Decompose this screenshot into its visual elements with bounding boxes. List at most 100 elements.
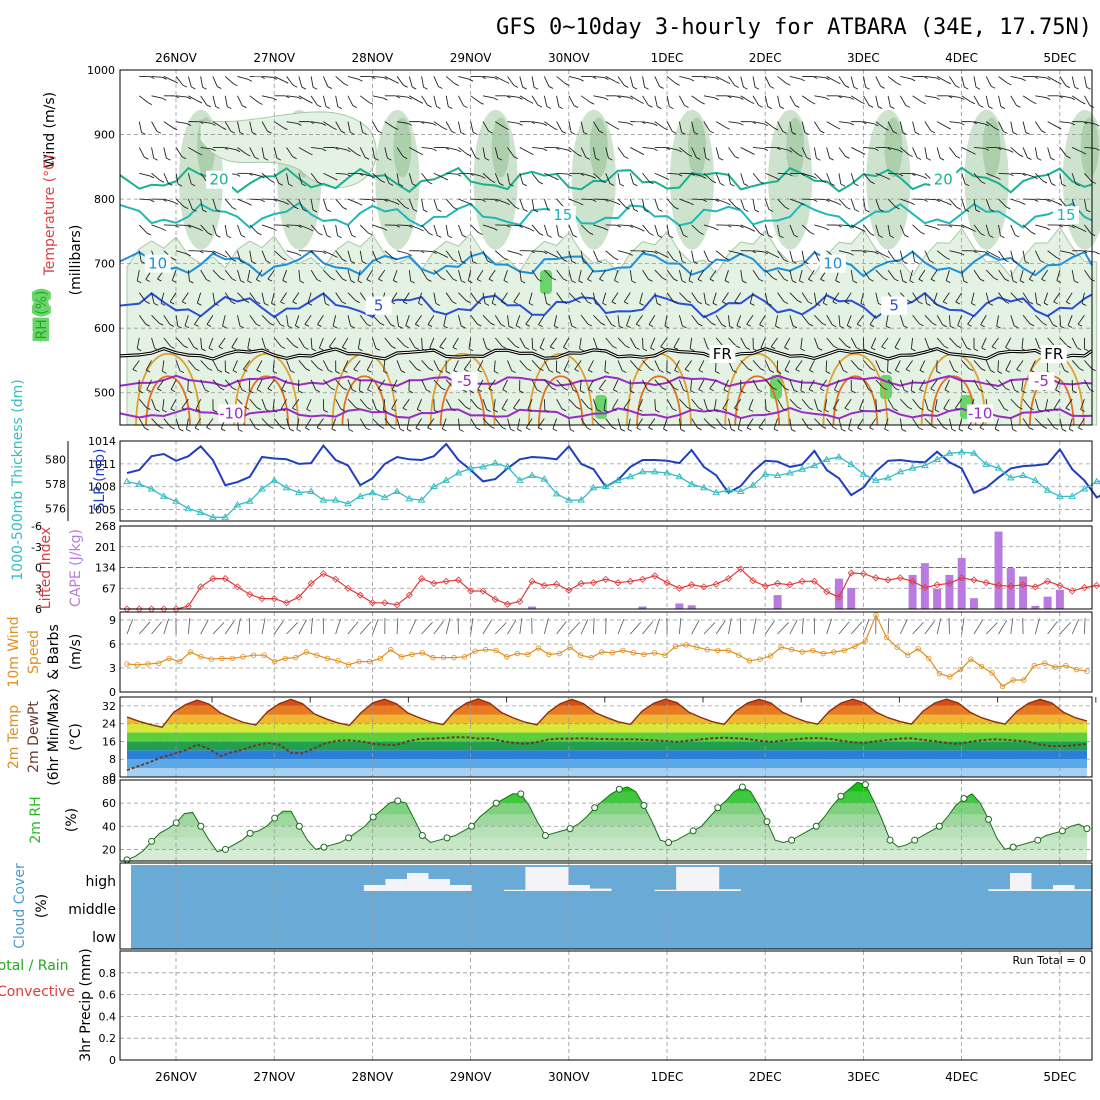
wind-barb-flag: [810, 231, 815, 235]
isotherm-25-loop: [429, 352, 496, 426]
rh-band: [127, 803, 1087, 815]
wind-barb: [163, 315, 171, 325]
wind-barb-flag: [721, 324, 727, 328]
wind-barb-flag: [302, 208, 307, 212]
wind-barb: [1045, 399, 1049, 411]
wind-barb: [286, 250, 298, 255]
wind-barb: [322, 224, 328, 236]
wind-barb: [372, 314, 381, 324]
wind-barb: [697, 269, 705, 280]
wind-barb: [934, 399, 938, 411]
wind-barb: [912, 95, 923, 103]
wind-barb-flag: [155, 409, 160, 412]
wind-barb-flag: [150, 199, 155, 203]
wind-barb-flag: [926, 303, 931, 306]
wind-barb-flag: [501, 345, 507, 349]
wind-barb-flag: [517, 253, 523, 256]
wind-speed-marker: [451, 654, 457, 661]
wind-barb: [1035, 314, 1044, 324]
wind-barb: [568, 418, 571, 430]
wind-barb: [175, 198, 185, 208]
wind-barb: [629, 76, 634, 88]
wind-speed-marker: [841, 647, 848, 654]
wind-barb-flag: [383, 409, 388, 413]
wind-barb: [838, 173, 842, 185]
wind-barb-flag: [666, 371, 671, 374]
wind-barb: [323, 250, 334, 256]
wind-barb: [678, 418, 682, 430]
wind-barb-flag: [251, 131, 257, 135]
wind-barb: [1034, 337, 1040, 349]
wind-barb: [408, 173, 413, 184]
thickness-marker: [982, 460, 991, 467]
wind-barb-flag: [791, 429, 796, 432]
thickness-marker: [736, 487, 745, 494]
wind-barb-flag: [788, 173, 793, 177]
wind-barb-flag: [1080, 409, 1085, 412]
wind-barb: [1034, 399, 1039, 410]
wind-barb-10m: [359, 621, 372, 635]
wind-barb: [445, 224, 449, 236]
wind-barb-flag: [664, 325, 670, 329]
wind-barb-flag: [775, 325, 780, 329]
wind-barb-10m: [519, 618, 523, 635]
wind-barb: [936, 250, 947, 258]
wind-barb: [826, 147, 830, 159]
wind-barb-flag: [869, 324, 875, 328]
wind-barb: [519, 337, 526, 348]
wind-barb: [406, 418, 410, 430]
thickness-marker: [147, 485, 156, 492]
wind-barb: [237, 121, 241, 133]
wind-barb: [740, 76, 744, 88]
wind-barb: [556, 250, 564, 260]
wind-barb-flag: [860, 101, 865, 105]
panel-frame-wind: [119, 611, 1093, 693]
wind-barb: [1084, 172, 1093, 182]
wind-speed-marker: [662, 652, 668, 658]
wind-barb-flag: [453, 206, 458, 210]
wind-barb-flag: [697, 301, 702, 305]
thickness-marker: [380, 493, 389, 501]
wind-barb: [421, 76, 425, 88]
wind-barb-flag: [537, 278, 543, 282]
wind-barb-flag: [393, 127, 399, 130]
wind-barb-flag: [383, 199, 388, 202]
wind-barb-flag: [538, 324, 543, 328]
rh-marker: [320, 843, 328, 851]
wind-barb: [568, 198, 580, 204]
wind-barb: [985, 121, 996, 129]
wind-barb: [322, 95, 327, 107]
wind-speed-marker: [989, 670, 995, 676]
wind-barb: [318, 337, 324, 349]
wind-barb-flag: [972, 250, 977, 254]
wind-barb-flag: [1018, 406, 1023, 410]
wind-barb-flag: [1005, 387, 1010, 391]
wind-barb: [574, 360, 582, 370]
wind-barb-flag: [412, 208, 418, 212]
lifted-index-marker: [577, 579, 585, 587]
wind-barb: [663, 418, 668, 430]
wind-barb-flag: [967, 323, 972, 327]
wind-barb-flag: [847, 325, 852, 328]
wind-barb-flag: [898, 149, 903, 153]
wind-barb-flag: [443, 255, 449, 258]
wind-barb: [789, 147, 799, 155]
wind-barb: [998, 379, 1006, 389]
wind-barb-flag: [1053, 408, 1059, 411]
wind-barb-flag: [323, 409, 328, 413]
wind-barb-flag: [601, 180, 606, 184]
wind-barb-flag: [627, 428, 633, 432]
wind-barb: [612, 398, 619, 409]
wind-barb-flag: [451, 130, 456, 134]
wind-barb-flag: [791, 132, 797, 135]
wind-barb: [482, 314, 491, 324]
wind-barb: [654, 76, 660, 87]
rh-band: [127, 837, 1087, 850]
wind-barb: [457, 121, 462, 133]
wind-barb: [1065, 398, 1073, 409]
wind-barb-flag: [910, 202, 915, 206]
wind-barb: [335, 224, 338, 236]
wind-barb: [784, 337, 791, 348]
wind-barb: [181, 292, 189, 303]
date-label-bottom: 3DEC: [847, 1070, 880, 1084]
